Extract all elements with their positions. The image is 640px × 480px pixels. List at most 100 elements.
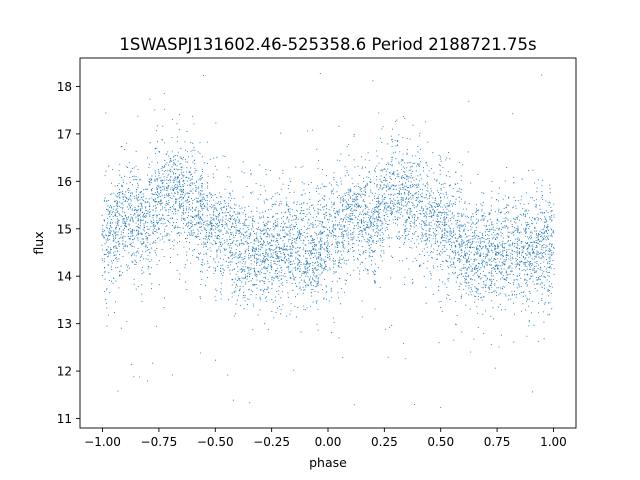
data-point — [222, 206, 224, 208]
data-point — [380, 228, 382, 231]
data-point — [229, 218, 232, 220]
data-point — [392, 219, 394, 221]
data-point — [252, 226, 254, 228]
data-point — [545, 268, 547, 270]
data-point — [142, 211, 144, 213]
data-point — [346, 263, 348, 265]
data-point — [332, 231, 335, 233]
data-point — [462, 255, 464, 257]
data-point — [332, 227, 334, 229]
data-point — [509, 267, 511, 269]
data-point — [194, 209, 196, 211]
data-point — [377, 210, 379, 212]
data-point — [263, 282, 266, 284]
data-point — [112, 237, 115, 239]
data-point — [200, 252, 202, 254]
data-point — [378, 193, 380, 195]
data-point — [203, 162, 205, 164]
data-point — [421, 196, 423, 198]
data-point — [263, 230, 265, 232]
data-point — [481, 208, 483, 210]
data-point — [182, 181, 184, 183]
data-point — [503, 268, 505, 270]
data-point — [194, 167, 196, 169]
data-point — [476, 218, 478, 220]
data-point — [161, 238, 163, 240]
data-point — [330, 201, 333, 203]
data-point — [190, 141, 192, 144]
data-point — [499, 287, 502, 289]
data-point — [283, 244, 285, 246]
data-point — [394, 193, 396, 195]
data-point — [201, 171, 204, 173]
data-point — [537, 251, 539, 253]
data-point — [293, 202, 295, 204]
data-point — [168, 184, 170, 187]
data-point — [460, 248, 462, 250]
data-point — [127, 216, 130, 218]
data-point — [526, 247, 528, 249]
data-point — [468, 254, 470, 256]
data-point — [288, 254, 290, 256]
data-point — [280, 313, 282, 315]
data-point — [488, 258, 490, 260]
data-point — [344, 230, 346, 233]
data-point — [543, 238, 545, 241]
data-point — [275, 250, 277, 253]
data-point — [104, 200, 106, 202]
data-point — [279, 305, 281, 308]
data-point — [180, 157, 182, 159]
data-point — [398, 161, 400, 163]
data-point — [197, 258, 199, 260]
data-point — [438, 215, 440, 217]
data-point — [274, 227, 276, 229]
data-point — [278, 261, 280, 263]
data-point — [194, 149, 196, 151]
data-point — [541, 300, 543, 302]
data-point — [536, 244, 538, 246]
data-point — [364, 186, 367, 188]
data-point — [410, 162, 412, 164]
data-point — [490, 264, 492, 266]
data-point — [310, 223, 312, 225]
data-point — [447, 265, 449, 267]
data-point — [528, 278, 530, 280]
data-point — [148, 181, 150, 183]
data-point — [296, 209, 298, 211]
data-point — [538, 233, 540, 235]
data-point — [198, 179, 200, 181]
data-point — [212, 195, 214, 197]
data-point — [197, 252, 200, 254]
data-point — [240, 240, 242, 242]
data-point — [175, 168, 177, 170]
data-point — [481, 205, 483, 207]
data-point — [261, 271, 263, 274]
data-point — [216, 251, 218, 253]
data-point — [301, 219, 303, 221]
data-point — [417, 190, 420, 192]
data-point — [244, 209, 246, 211]
data-point — [251, 223, 253, 225]
data-point — [366, 213, 368, 215]
data-point — [472, 213, 474, 215]
data-point — [377, 225, 379, 227]
data-point — [460, 242, 462, 244]
data-point — [172, 213, 174, 215]
data-point — [526, 254, 528, 256]
data-point — [329, 251, 331, 253]
data-point — [433, 212, 435, 214]
data-point — [219, 201, 221, 203]
data-point — [132, 241, 134, 243]
data-point — [407, 201, 409, 203]
data-point — [199, 223, 201, 225]
data-point — [261, 230, 263, 232]
data-point — [304, 271, 306, 273]
data-point — [270, 253, 272, 255]
data-point — [398, 235, 400, 237]
data-point — [404, 189, 406, 191]
data-point — [115, 225, 117, 227]
data-point — [141, 196, 143, 198]
data-point — [323, 262, 326, 264]
data-point — [474, 235, 476, 237]
data-point — [306, 283, 308, 285]
